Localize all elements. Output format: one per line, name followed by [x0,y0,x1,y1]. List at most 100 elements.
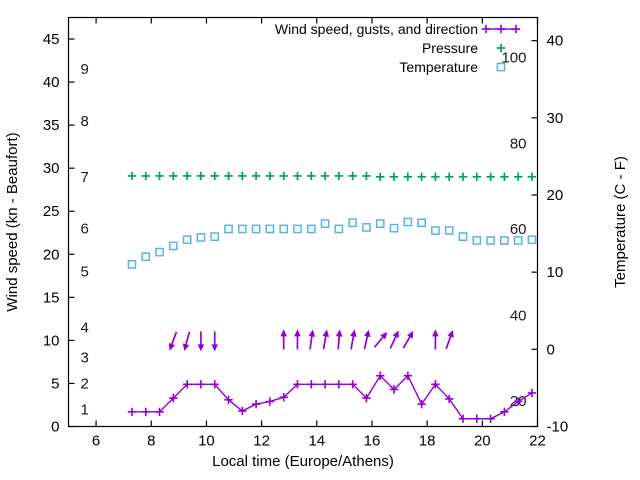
x-tick-label: 18 [419,433,436,450]
series-pressure [127,171,537,181]
legend-label: Temperature [399,59,478,75]
data-point-marker [265,397,275,406]
data-point-marker [196,380,206,389]
data-point-marker [458,232,468,242]
data-point-marker [224,395,233,405]
data-point-marker [279,224,289,234]
data-point-marker [500,407,509,417]
data-point-marker [334,171,344,181]
data-point-marker [417,218,426,228]
x-tick-label: 22 [529,433,546,450]
data-point-marker [265,224,275,234]
data-point-marker [141,252,151,262]
data-point-marker [527,388,537,398]
x-tick-label: 16 [364,433,381,450]
fahrenheit-scale-labels: 20406080100 [501,50,526,410]
data-point-marker [127,171,137,181]
data-point-marker [251,399,261,409]
data-point-marker [168,241,178,251]
beaufort-label: 3 [81,350,89,367]
y2-tick-label: 40 [547,33,564,50]
beaufort-label: 1 [81,401,89,418]
wind-direction-arrow [182,331,191,352]
fahrenheit-label: 80 [510,135,527,152]
series-temperature [127,217,537,269]
beaufort-label: 7 [81,169,89,186]
data-point-marker [320,219,330,228]
data-point-marker [458,172,468,181]
beaufort-label: 9 [81,61,89,78]
fahrenheit-label: 40 [510,307,527,324]
wind-direction-arrow [432,329,439,350]
y-axis-ticks: 0 5 10 15 20 25 30 35 40 45 [43,31,75,436]
wind-direction-arrow [335,329,343,350]
data-point-marker [458,414,468,423]
data-point-marker [362,393,371,403]
data-point-marker [362,171,371,181]
data-point-marker [389,223,399,233]
plot-frame [67,16,539,428]
data-point-marker [500,172,509,181]
data-point-marker [403,217,413,227]
x-axis-title: Local time (Europe/Athens) [212,453,394,470]
wind-direction-arrows [168,329,454,352]
data-point-marker [155,247,164,257]
x-tick-label: 20 [474,433,491,450]
y-tick-label: 35 [43,117,60,134]
y2-tick-label: 10 [547,264,564,281]
wind-direction-arrow [373,331,388,348]
data-point-marker [472,236,482,245]
data-point-marker [306,224,316,234]
fahrenheit-label: 60 [510,221,527,238]
data-point-marker [513,236,523,245]
data-point-marker [431,172,440,181]
x-axis-ticks: 6 8 10 12 14 16 18 20 22 [92,17,546,450]
y-tick-label: 30 [43,160,60,177]
data-point-marker [265,171,275,181]
data-point-marker [445,394,454,404]
data-point-marker [238,406,247,416]
data-point-marker [251,171,261,181]
data-point-marker [486,172,495,181]
data-point-marker [251,224,261,234]
series-wind-speed [127,371,537,423]
data-point-marker [496,62,506,72]
beaufort-label: 8 [81,113,89,130]
y2-tick-label: 20 [547,187,564,204]
wind-direction-arrow [402,330,414,349]
data-point-marker [182,235,192,245]
data-point-marker [169,171,178,181]
data-point-marker [127,407,137,417]
data-point-marker [307,171,316,181]
data-point-marker [431,226,440,235]
data-point-marker [210,232,220,242]
data-point-marker [511,24,521,34]
data-point-marker [334,224,344,234]
data-point-marker [376,172,385,181]
data-point-marker [496,24,506,34]
y-tick-label: 5 [51,375,59,392]
chart-legend: Wind speed, gusts, and direction Pressure… [275,21,521,75]
y2-tick-label: 0 [547,341,555,358]
y-axis-title: Wind speed (kn - Beaufort) [4,132,21,311]
data-point-marker [375,219,385,228]
data-point-marker [348,380,357,389]
data-point-marker [307,380,316,389]
data-point-marker [403,371,413,380]
data-point-marker [431,380,440,389]
data-point-marker [293,380,302,389]
data-point-marker [127,260,137,269]
data-point-marker [293,171,302,181]
wind-direction-arrow [168,331,178,351]
wind-direction-arrow [280,329,287,350]
y2-tick-label: 30 [547,110,564,127]
data-point-marker [334,380,344,389]
data-point-marker [376,371,385,380]
data-point-marker [279,393,288,402]
y-tick-label: 45 [43,31,60,48]
data-point-marker [293,224,302,234]
y2-axis-ticks: -10 0 10 20 30 40 [531,33,568,436]
data-point-marker [182,171,192,181]
data-point-marker [389,385,399,394]
